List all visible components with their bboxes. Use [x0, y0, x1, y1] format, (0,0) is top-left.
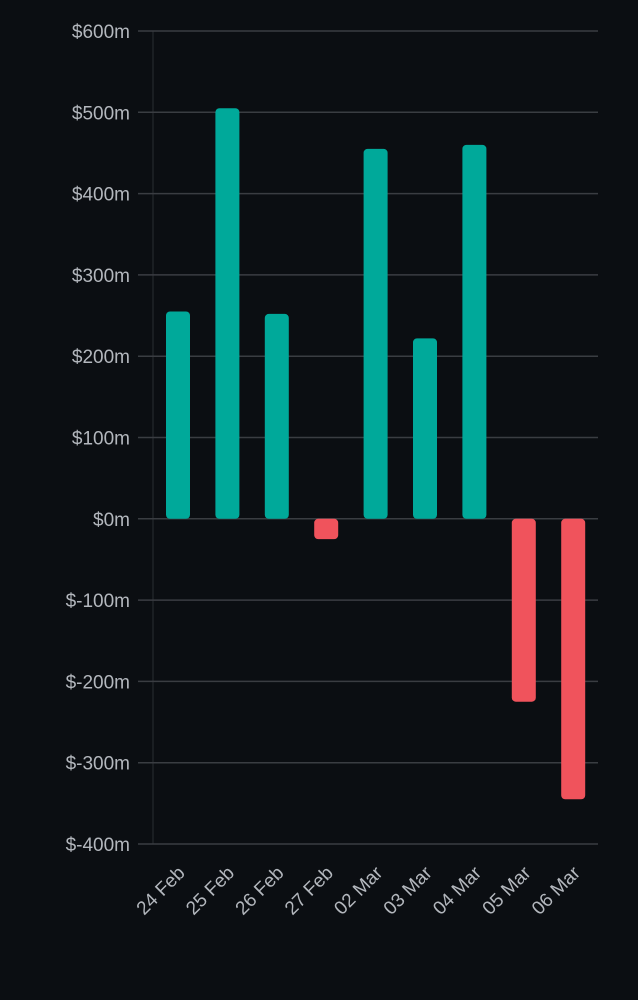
bar-27-feb[interactable] [314, 518, 339, 540]
y-tick-label: $-400m [66, 835, 130, 856]
bar-04-mar[interactable] [462, 144, 487, 519]
bars [166, 108, 586, 800]
y-tick-label: $300m [72, 266, 130, 287]
bar-05-mar[interactable] [511, 518, 536, 702]
x-tick-label: 03 Mar [380, 862, 437, 919]
y-tick-label: $200m [72, 347, 130, 368]
bar-06-mar[interactable] [561, 518, 586, 800]
x-tick-label: 26 Feb [232, 863, 289, 920]
x-tick-label: 04 Mar [429, 862, 486, 919]
x-tick-label: 27 Feb [281, 863, 338, 920]
x-tick-label: 05 Mar [479, 862, 536, 919]
x-tick-label: 25 Feb [182, 863, 239, 920]
x-tick-label: 02 Mar [330, 862, 387, 919]
bar-02-mar[interactable] [363, 148, 388, 519]
bar-26-feb[interactable] [264, 313, 289, 519]
x-tick-label: 24 Feb [133, 863, 190, 920]
y-tick-label: $100m [72, 429, 130, 450]
y-tick-label: $-100m [66, 591, 130, 612]
x-tick-label: 06 Mar [528, 862, 585, 919]
y-axis-tick-labels: $600m $500m $400m $300m $200m $100m $0m $-100m $… [66, 22, 130, 856]
y-tick-label: $-300m [66, 754, 130, 775]
bar-24-feb[interactable] [166, 311, 190, 519]
y-tick-label: $0m [93, 510, 130, 531]
y-tick-label: $600m [72, 22, 130, 43]
y-tick-label: $400m [72, 185, 130, 206]
y-tick-label: $-200m [66, 672, 130, 693]
bar-03-mar[interactable] [413, 338, 437, 519]
y-tick-label: $500m [72, 103, 130, 124]
bar-25-feb[interactable] [215, 108, 240, 519]
